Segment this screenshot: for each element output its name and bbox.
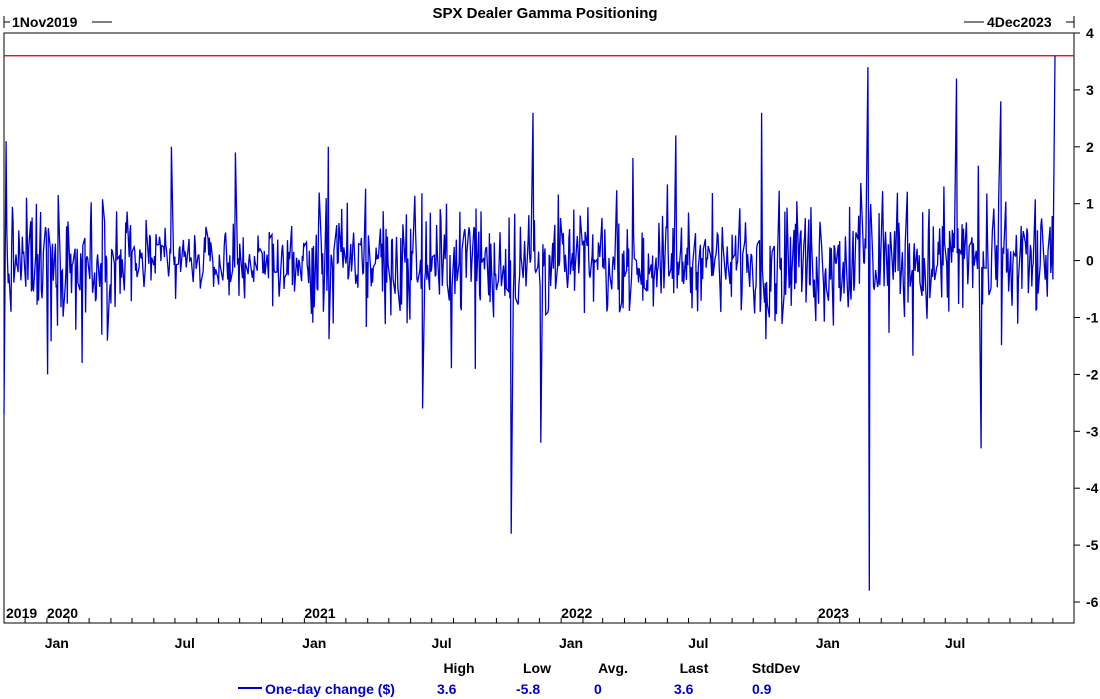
y-axis: 4 3 2 1 0 -1 -2 -3 -4 -5 -6 <box>1074 25 1099 610</box>
start-date-label: 1Nov2019 <box>12 14 78 30</box>
y-tick-label: 1 <box>1086 196 1094 212</box>
stats-value: 3.6 <box>437 681 457 697</box>
month-label: Jan <box>816 635 840 651</box>
chart-title: SPX Dealer Gamma Positioning <box>432 5 657 22</box>
stats-table: High Low Avg. Last StdDev One-day change ($) 3… <box>238 660 800 697</box>
month-label: Jan <box>559 635 583 651</box>
stats-value: 3.6 <box>674 681 694 697</box>
series-line-one-day-change <box>3 55 1056 591</box>
month-label: Jul <box>945 635 965 651</box>
y-tick-label: 0 <box>1086 253 1094 269</box>
legend-series-name: One-day change ($) <box>265 681 395 697</box>
y-tick-label: -6 <box>1086 594 1099 610</box>
y-tick-label: 4 <box>1086 25 1094 41</box>
y-tick-label: -5 <box>1086 537 1099 553</box>
month-label: Jul <box>431 635 451 651</box>
year-label: 2020 <box>47 605 78 621</box>
y-tick-label: -4 <box>1086 480 1099 496</box>
y-tick-label: 2 <box>1086 139 1094 155</box>
year-label: 2023 <box>818 605 849 621</box>
stats-header: Low <box>523 660 551 676</box>
stats-value: -5.8 <box>516 681 540 697</box>
series-group <box>3 55 1056 591</box>
y-tick-label: -3 <box>1086 423 1099 439</box>
stats-header: Avg. <box>598 660 628 676</box>
y-tick-label: 3 <box>1086 82 1094 98</box>
x-axis: 2019 2020 2021 2022 2023 Jan Jul Jan Jul Jan Jul Ja… <box>6 605 1054 651</box>
month-label: Jan <box>302 635 326 651</box>
stats-header: High <box>443 660 474 676</box>
stats-value: 0.9 <box>752 681 772 697</box>
year-label: 2019 <box>6 605 37 621</box>
month-label: Jul <box>688 635 708 651</box>
year-label: 2022 <box>561 605 592 621</box>
month-label: Jan <box>45 635 69 651</box>
end-date-label: 4Dec2023 <box>987 14 1052 30</box>
stats-header: Last <box>680 660 709 676</box>
stats-header: StdDev <box>752 660 800 676</box>
year-label: 2021 <box>304 605 335 621</box>
month-label: Jul <box>175 635 195 651</box>
y-tick-label: -1 <box>1086 310 1099 326</box>
stats-value: 0 <box>594 681 602 697</box>
y-tick-label: -2 <box>1086 366 1099 382</box>
